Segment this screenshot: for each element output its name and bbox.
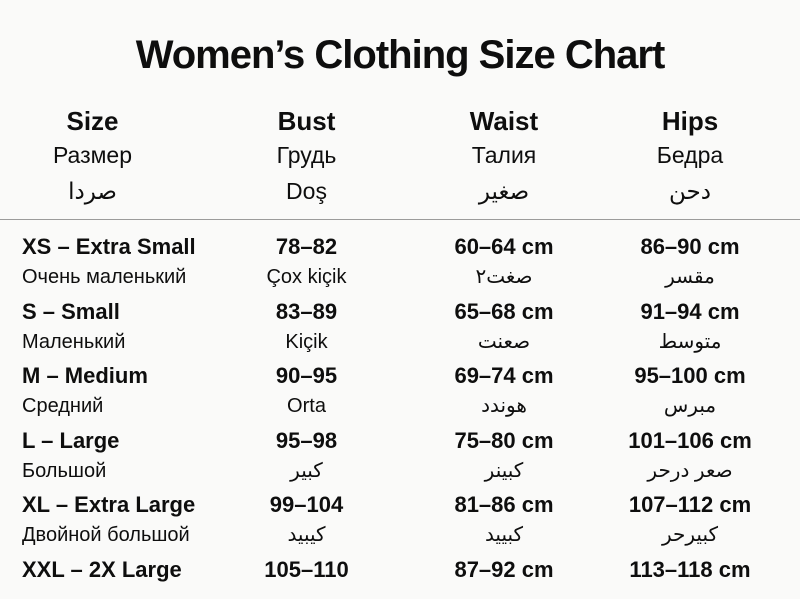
waist-translation: صعنت [477,330,531,353]
bust-value: 105–110 [264,556,349,582]
size-cell: XL – Extra Large Двойной большой [0,478,196,548]
size-translation: Маленький [22,330,126,353]
column-header-size: Size Размер صردا [0,104,185,209]
bust-value: 90–95 [275,363,338,389]
size-cell: XS – Extra Small Очень маленький [0,220,196,290]
waist-translation: صغت٢ [475,266,533,288]
size-label: M – Medium [22,363,148,389]
size-cell: S – Small Маленький [0,285,185,355]
hips-cell: 95–100 cm مبرس [580,349,800,419]
header-waist-en: Waist [469,106,539,136]
bust-value: 78–82 [275,234,338,259]
waist-cell: 69–74 cm هوندد [428,349,580,419]
waist-value: 60–64 cm [454,234,554,259]
hips-translation: متوسط [658,330,722,353]
hips-cell: 107–112 cm كبيرحر [580,478,800,548]
waist-value: 75–80 cm [454,427,554,453]
hips-cell: 91–94 cm متوسط [580,285,800,355]
hips-cell: 101–106 cm صعر درحر [580,414,800,484]
hips-cell: 113–118 cm [580,543,800,599]
size-label: XL – Extra Large [22,492,196,518]
hips-value: 86–90 cm [640,234,740,259]
waist-cell: 81–86 cm كبييد [428,478,580,548]
size-translation: Очень маленький [22,266,187,288]
table-header: Size Размер صردا Bust Грудь Doş Waist Та… [0,104,800,209]
hips-value: 113–118 cm [629,556,751,582]
bust-value: 83–89 [275,298,338,324]
hips-cell: 86–90 cm مقسر [580,220,800,290]
header-size-ru: Размер [52,142,133,168]
waist-cell: 60–64 cm صغت٢ [428,220,580,290]
hips-value: 95–100 cm [634,363,746,389]
waist-value: 87–92 cm [454,556,554,582]
waist-cell: 65–68 cm صعنت [428,285,580,355]
size-label: S – Small [22,298,120,324]
bust-translation: كيبيد [287,524,326,547]
bust-cell: 105–110 [185,543,428,599]
table-row: M – Medium Средний 90–95 Orta 69–74 cm ه… [0,349,800,417]
header-waist-third: صغير [478,178,530,204]
waist-translation: كبييد [484,524,524,547]
size-cell: L – Large Большой [0,414,185,484]
column-header-waist: Waist Талия صغير [428,104,580,209]
bust-value: 99–104 [269,492,344,518]
table-body: XS – Extra Small Очень маленький 78–82 Ç… [0,220,800,599]
waist-value: 69–74 cm [454,363,554,389]
bust-cell: 95–98 كبير [185,414,428,484]
bust-translation: Orta [287,395,326,418]
waist-cell: 75–80 cm كبينر [428,414,580,484]
waist-translation: هوندد [481,395,527,418]
hips-translation: مقسر [665,266,715,288]
hips-translation: صعر درحر [647,459,733,482]
header-hips-ru: Бедра [656,142,724,168]
bust-cell: 99–104 كيبيد [185,478,428,548]
hips-translation: كبيرحر [661,524,719,547]
header-hips-en: Hips [661,106,719,136]
header-divider [0,219,800,220]
column-header-bust: Bust Грудь Doş [185,104,428,209]
size-label: L – Large [22,427,120,453]
table-row: L – Large Большой 95–98 كبير 75–80 cm كب… [0,414,800,482]
header-bust-third: Doş [286,178,327,204]
waist-translation: كبينر [484,459,524,482]
hips-value: 101–106 cm [628,427,752,453]
hips-value: 107–112 cm [628,492,752,518]
size-translation: Средний [22,395,104,418]
page-title: Women’s Clothing Size Chart [135,33,666,77]
header-hips-third: دحن [669,178,711,204]
bust-translation: كبير [290,459,323,482]
size-translation: Двойной большой [22,524,190,547]
table-row: S – Small Маленький 83–89 Kiçik 65–68 cm… [0,285,800,353]
waist-cell: 87–92 cm [428,543,580,599]
waist-value: 65–68 cm [454,298,554,324]
table-row: XL – Extra Large Двойной большой 99–104 … [0,478,800,546]
size-translation: Большой [22,459,107,482]
header-bust-ru: Грудь [276,142,337,168]
header-bust-en: Bust [277,106,336,136]
hips-value: 91–94 cm [640,298,740,324]
column-header-hips: Hips Бедра دحن [580,104,800,209]
table-row: XXL – 2X Large 105–110 87–92 cm 113–118 … [0,543,800,599]
size-label: XS – Extra Small [22,234,196,259]
bust-translation: Kiçik [285,330,328,353]
size-cell: M – Medium Средний [0,349,185,419]
bust-cell: 78–82 Çox kiçik [185,220,428,290]
header-size-third: صردا [68,178,117,204]
size-label: XXL – 2X Large [22,556,182,582]
table-row: XS – Extra Small Очень маленький 78–82 Ç… [0,220,800,288]
bust-value: 95–98 [275,427,338,453]
hips-translation: مبرس [663,395,717,418]
bust-cell: 83–89 Kiçik [185,285,428,355]
header-size-en: Size [66,106,119,136]
header-waist-ru: Талия [471,142,537,168]
waist-value: 81–86 cm [454,492,554,518]
bust-translation: Çox kiçik [266,266,347,288]
size-cell: XXL – 2X Large [0,543,185,599]
bust-cell: 90–95 Orta [185,349,428,419]
